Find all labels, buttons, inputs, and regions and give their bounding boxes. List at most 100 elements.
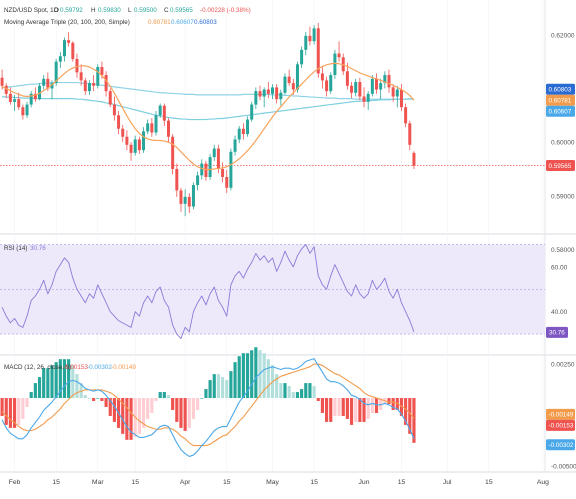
- macd-hist-bar: [312, 386, 316, 399]
- macd-hist-bar: [266, 359, 270, 399]
- macd-hist-bar: [191, 398, 196, 419]
- candle-body: [154, 115, 158, 133]
- candle-body: [42, 78, 46, 86]
- candle-body: [212, 148, 216, 158]
- macd-hist-bar: [4, 398, 8, 425]
- candle-body: [71, 42, 75, 59]
- time-tick-label: 15: [485, 479, 493, 486]
- macd-hist-bar: [408, 398, 412, 434]
- macd-hist-bar: [96, 398, 100, 399]
- macd-hist-bar: [387, 398, 391, 404]
- candle-body: [204, 163, 208, 178]
- candle-body: [391, 87, 395, 97]
- macd-hist-bar: [295, 392, 300, 399]
- candle-body: [58, 56, 62, 62]
- macd-hist-bar: [220, 377, 225, 399]
- low-label: L: [128, 7, 132, 14]
- macd-hist-bar: [92, 398, 96, 402]
- ma100-value: 0.60607: [171, 19, 194, 26]
- candle-body: [179, 190, 183, 204]
- macd-hist-bar: [54, 362, 58, 399]
- candle-body: [254, 91, 258, 105]
- macd-hist-bar: [12, 398, 17, 428]
- candle-body: [92, 83, 96, 86]
- macd-hist-bar: [154, 398, 158, 402]
- macd-hist-bar: [196, 398, 200, 410]
- macd-hist-bar: [100, 398, 104, 402]
- macd-hist-bar: [225, 380, 229, 399]
- macd-hist-bar: [121, 398, 125, 434]
- candle-body: [370, 78, 374, 94]
- rsi-legend: RSI (14) 30.76: [4, 245, 46, 252]
- price-badge: [546, 83, 575, 95]
- candle-body: [87, 83, 91, 92]
- macd-hist-bar: [237, 356, 241, 399]
- macd-hist-bar: [358, 398, 362, 422]
- time-tick-label: Feb: [9, 479, 21, 486]
- time-tick-label: Apr: [180, 479, 191, 486]
- candle-body: [171, 136, 175, 169]
- macd-hist-bar: [250, 350, 254, 399]
- candle-body: [362, 96, 366, 102]
- macd-label: MACD (12, 26, close, 9): [4, 364, 71, 371]
- time-tick-label: May: [266, 479, 279, 486]
- candle-body: [312, 28, 316, 42]
- candle-body: [191, 185, 195, 207]
- macd-hist-bar: [254, 347, 258, 399]
- candle-body: [354, 82, 358, 93]
- candle-body: [133, 139, 137, 153]
- change-value: -0.00228 (-0.38%): [200, 7, 251, 14]
- price-badge: [546, 94, 575, 106]
- candle-body: [337, 53, 341, 58]
- candle-body: [8, 93, 12, 102]
- price-pane[interactable]: [0, 22, 545, 217]
- macd-pane[interactable]: [0, 347, 416, 457]
- candle-body: [279, 92, 283, 100]
- rsi-line: [1, 244, 415, 340]
- time-tick-label: Jul: [443, 479, 452, 486]
- macd-hist-bar: [42, 368, 46, 399]
- candle-body: [196, 175, 200, 186]
- candle-body: [54, 61, 58, 84]
- macd-hist-bar: [287, 386, 291, 399]
- candle-body: [13, 99, 17, 102]
- macd-hist-bar: [125, 398, 129, 440]
- price-tick-label: 0.58000: [551, 247, 575, 254]
- macd-line-value: -0.00302: [87, 364, 112, 371]
- candle-body: [404, 107, 408, 124]
- macd-hist-bar: [200, 398, 204, 399]
- macd-hist-bar: [8, 398, 12, 428]
- candle-body: [166, 120, 170, 137]
- candle-body: [271, 87, 274, 94]
- candle-body: [408, 123, 412, 145]
- candle-body: [25, 104, 29, 116]
- candle-body: [79, 72, 83, 81]
- macd-hist-bar: [349, 398, 354, 425]
- macd-hist-bar: [67, 359, 71, 399]
- candle-body: [146, 123, 150, 132]
- time-tick-label: Mar: [92, 479, 104, 486]
- rsi-pane[interactable]: [0, 244, 545, 340]
- time-tick-label: 15: [398, 479, 406, 486]
- candle-body: [295, 64, 299, 90]
- macd-hist-bar: [33, 383, 37, 399]
- macd-hist-bar: [204, 389, 208, 399]
- macd-hist-bar: [175, 398, 179, 422]
- macd-hist-bar: [366, 398, 370, 419]
- candle-body: [187, 196, 191, 207]
- macd-hist-bar: [137, 398, 141, 434]
- macd-hist-bar: [208, 380, 212, 399]
- candle-body: [241, 128, 245, 135]
- candle-body: [112, 104, 116, 116]
- price-badge-text: 0.60803: [549, 87, 572, 94]
- candle-body: [387, 75, 391, 88]
- macd-hist-bar: [345, 398, 349, 419]
- high-value: 0.59830: [98, 7, 121, 14]
- price-badge-text: 0.60607: [549, 109, 572, 116]
- candle-body: [262, 89, 266, 97]
- macd-hist-bar: [171, 398, 175, 410]
- candle-body: [233, 139, 237, 152]
- price-badge: [546, 159, 575, 171]
- ma-label: Moving Average Triple (20, 100, 200, Sim…: [4, 19, 130, 26]
- candle-body: [345, 71, 349, 86]
